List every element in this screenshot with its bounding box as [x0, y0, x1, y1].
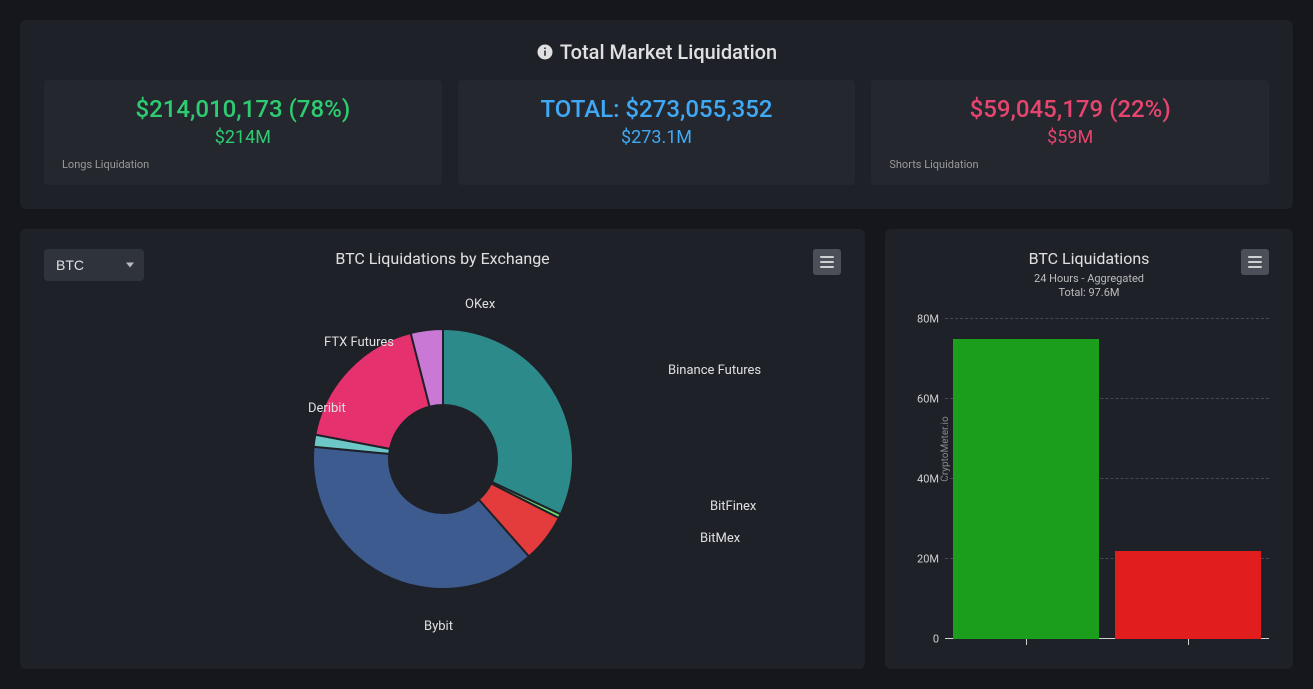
shorts-main: $59,045,179 (22%)	[889, 94, 1251, 125]
hamburger-icon	[820, 256, 834, 258]
total-box: TOTAL: $273,055,352 $273.1M	[458, 80, 856, 185]
chart-menu-button[interactable]	[1241, 249, 1269, 275]
longs-box: $214,010,173 (78%) $214M Longs Liquidati…	[44, 80, 442, 185]
x-tick	[1188, 639, 1189, 645]
donut-slice-label: BitFinex	[710, 499, 756, 514]
y-tick-label: 20M	[917, 553, 939, 566]
bar-subtitle-line2: Total: 97.6M	[1058, 286, 1119, 299]
hamburger-icon	[820, 266, 834, 268]
chart-menu-button[interactable]	[813, 249, 841, 275]
total-main: TOTAL: $273,055,352	[476, 94, 838, 125]
longs-caption: Longs Liquidation	[62, 158, 424, 171]
bar-title: BTC Liquidations	[909, 249, 1269, 268]
coin-select[interactable]: BTC	[44, 249, 144, 281]
panel-title: Total Market Liquidation	[560, 40, 777, 64]
info-icon	[536, 43, 554, 61]
panel-title-row: Total Market Liquidation	[44, 40, 1269, 64]
donut-slice-label: BitMex	[700, 531, 740, 546]
stat-row: $214,010,173 (78%) $214M Longs Liquidati…	[44, 80, 1269, 185]
coin-select-wrap: BTC	[44, 249, 144, 281]
shorts-box: $59,045,179 (22%) $59M Shorts Liquidatio…	[871, 80, 1269, 185]
donut-slice-label: Bybit	[424, 619, 453, 634]
y-tick-label: 0	[933, 633, 939, 646]
bar-panel: BTC Liquidations 24 Hours - Aggregated T…	[885, 229, 1293, 669]
grid-line	[945, 318, 1269, 319]
donut-slice-label: FTX Futures	[324, 335, 394, 350]
y-tick-label: 60M	[917, 393, 939, 406]
bar[interactable]	[1115, 551, 1261, 639]
longs-sub: $214M	[62, 127, 424, 148]
y-tick-label: 40M	[917, 473, 939, 486]
bar-subtitle: 24 Hours - Aggregated Total: 97.6M	[909, 272, 1269, 301]
longs-main: $214,010,173 (78%)	[62, 94, 424, 125]
hamburger-icon	[1248, 266, 1262, 268]
hamburger-icon	[820, 261, 834, 263]
shorts-sub: $59M	[889, 127, 1251, 148]
donut-title: BTC Liquidations by Exchange	[44, 249, 841, 268]
bar-subtitle-line1: 24 Hours - Aggregated	[1034, 272, 1144, 285]
donut-slice-label: OKex	[465, 297, 495, 312]
total-market-liquidation-panel: Total Market Liquidation $214,010,173 (7…	[20, 20, 1293, 209]
donut-slice[interactable]	[443, 329, 573, 514]
y-tick-label: 80M	[917, 313, 939, 326]
total-sub: $273.1M	[476, 127, 838, 148]
donut-panel: BTC BTC Liquidations by Exchange OKex FTX…	[20, 229, 865, 669]
donut-slice-label: Deribit	[308, 401, 346, 416]
bar-chart: 020M40M60M80M	[945, 319, 1269, 639]
bottom-row: BTC BTC Liquidations by Exchange OKex FTX…	[20, 229, 1293, 669]
x-tick	[1026, 639, 1027, 645]
hamburger-icon	[1248, 261, 1262, 263]
bar[interactable]	[953, 339, 1099, 639]
shorts-caption: Shorts Liquidation	[889, 158, 1251, 171]
hamburger-icon	[1248, 256, 1262, 258]
donut-slice-label: Binance Futures	[668, 363, 761, 378]
donut-slice[interactable]	[315, 333, 429, 449]
